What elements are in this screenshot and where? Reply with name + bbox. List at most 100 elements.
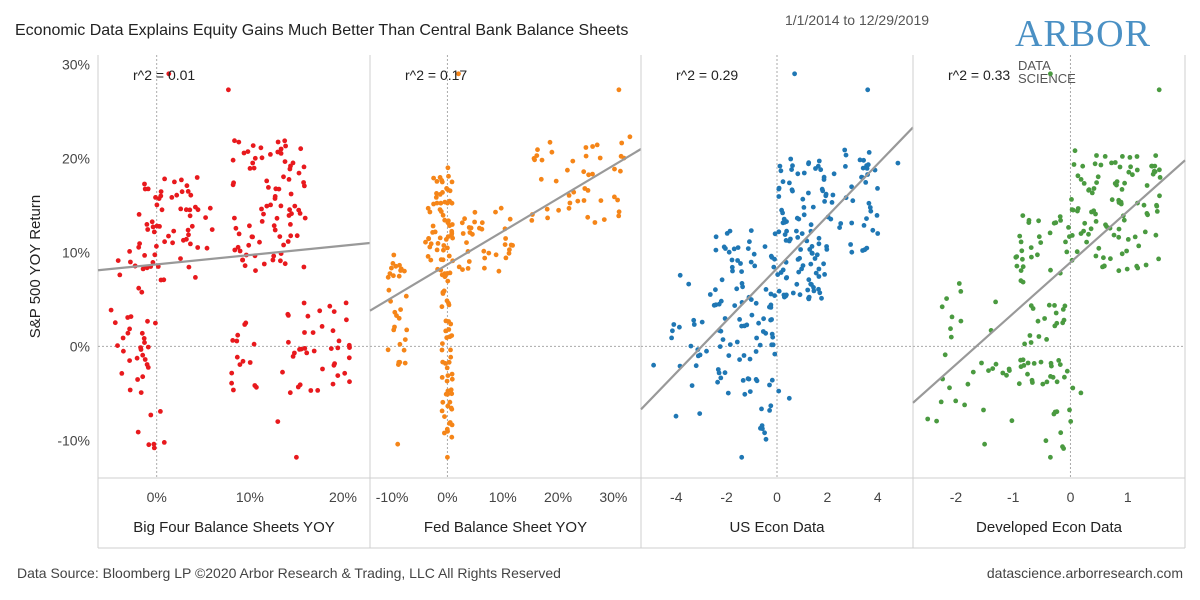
data-point [445,245,450,251]
data-point [1093,253,1099,259]
data-point [948,334,954,340]
data-point [342,370,348,376]
data-point [288,191,294,197]
data-point [481,248,487,254]
data-point [288,233,294,239]
data-point [230,338,236,343]
data-point [1035,252,1040,258]
data-point [234,338,240,344]
data-point [1153,232,1159,238]
data-point [446,359,452,365]
data-point [768,302,774,308]
data-point [1157,175,1163,180]
data-point [138,347,144,352]
data-point [734,339,740,345]
data-point [824,247,830,252]
data-point [298,146,304,152]
data-point [258,145,264,151]
data-point [772,231,778,237]
data-point [1040,381,1046,387]
data-point [575,198,581,204]
data-point [237,362,243,367]
data-point [440,212,446,218]
data-point [783,238,789,243]
data-point [439,408,445,414]
data-point [231,387,236,393]
data-point [139,330,145,336]
data-point [1057,214,1063,220]
data-point [1036,334,1042,339]
data-point [583,153,589,159]
x-tick-label: 10% [236,489,264,505]
data-point [732,303,738,308]
data-point [240,257,245,263]
data-point [440,257,446,263]
data-point [253,268,258,273]
site-url[interactable]: datascience.arborresearch.com [986,565,1183,581]
data-point [402,360,408,366]
data-point [549,149,555,155]
data-point [1075,208,1080,214]
data-point [449,371,455,377]
data-point [1144,183,1150,188]
data-point [1086,187,1092,193]
data-point [1081,181,1087,186]
data-point [556,207,561,213]
data-point [816,158,822,164]
data-point [801,212,807,218]
data-point [1053,220,1059,226]
data-point [121,348,126,354]
data-point [330,328,336,334]
data-point [259,155,265,161]
data-point [335,373,341,378]
data-point [814,252,820,258]
data-point [330,381,336,387]
data-point [601,217,607,223]
data-point [446,173,451,179]
x-tick-label: 20% [329,489,357,505]
data-point [135,377,141,382]
data-point [430,230,435,235]
data-point [402,337,408,342]
data-point [302,183,307,189]
data-point [783,275,789,281]
data-point [866,200,872,206]
data-point [278,146,284,152]
data-point [944,296,949,301]
data-point [738,261,743,266]
data-point [857,157,863,163]
data-point [444,378,450,384]
data-point [507,216,513,222]
data-point [780,179,786,185]
data-point [449,406,455,412]
data-point [460,231,466,236]
x-tick-label: 0% [147,489,167,505]
data-point [1060,320,1066,326]
data-point [795,171,801,177]
data-point [789,167,794,173]
data-point [788,156,794,162]
data-point [1064,368,1070,374]
data-point [539,157,545,163]
data-point [1026,220,1032,226]
data-point [776,229,782,235]
data-point [958,318,964,324]
data-point [286,339,291,345]
data-point [391,273,396,279]
data-point [427,209,433,215]
data-point [179,177,184,183]
data-point [464,240,469,246]
data-point [456,264,462,270]
data-point [594,142,600,148]
data-point [386,287,392,293]
data-point [140,352,146,358]
data-point [264,203,270,209]
data-point [1025,360,1031,366]
data-point [493,209,498,215]
data-point [823,191,829,197]
data-point [275,149,281,155]
data-point [567,200,573,206]
data-point [434,247,440,253]
data-point [735,245,741,251]
data-point [1006,366,1012,372]
